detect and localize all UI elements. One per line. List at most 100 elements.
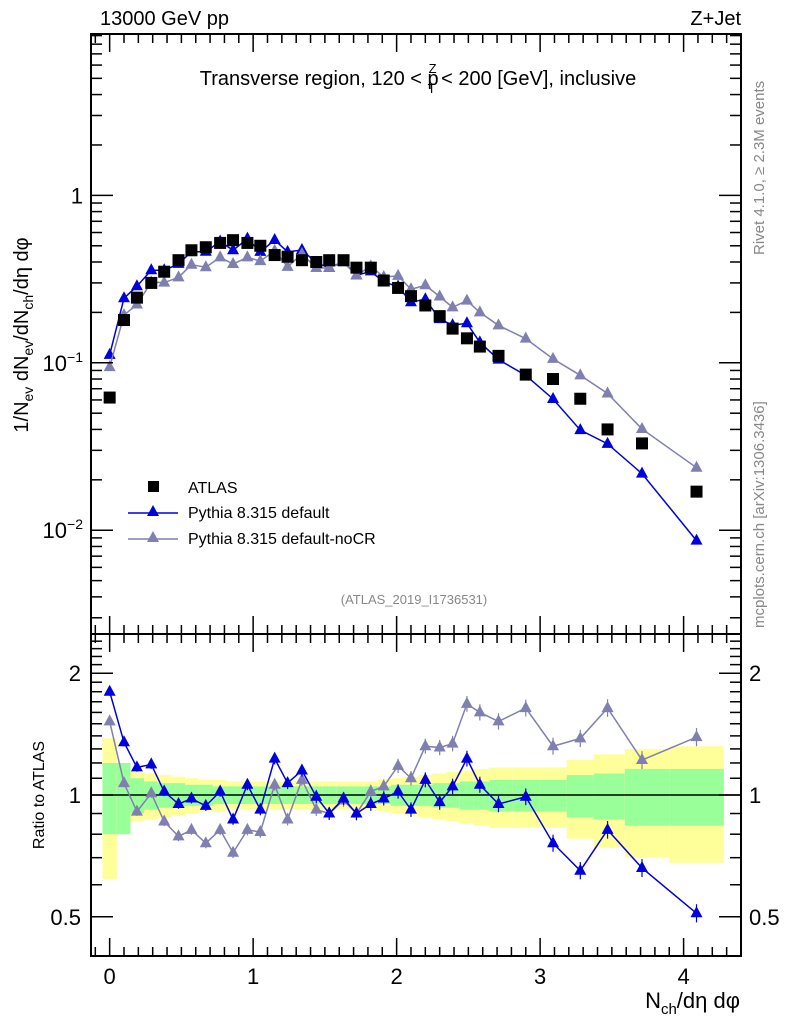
ratio-point-default xyxy=(473,777,486,789)
data-point-nocr xyxy=(419,278,432,290)
ratio-point-nocr xyxy=(310,802,323,814)
data-point-default xyxy=(130,279,143,291)
ratio-point-nocr xyxy=(158,814,171,826)
ratio-point-default xyxy=(185,791,198,803)
ratio-y-tick-label-left: 1 xyxy=(69,783,81,808)
header-energy: 13000 GeV pp xyxy=(100,8,229,30)
ratio-point-nocr xyxy=(364,784,377,796)
ratio-point-default xyxy=(323,806,336,818)
ratio-point-nocr xyxy=(172,829,185,841)
data-point-nocr xyxy=(574,368,587,380)
data-point-nocr xyxy=(690,460,703,472)
ratio-point-nocr xyxy=(690,730,703,742)
ratio-point-nocr xyxy=(460,696,473,708)
legend-marker-triangle xyxy=(147,531,159,542)
ratio-point-default xyxy=(268,751,281,763)
y-tick-label: 1 xyxy=(71,183,83,208)
data-point-nocr xyxy=(103,360,116,372)
data-point-nocr xyxy=(172,270,185,282)
ratio-point-nocr xyxy=(295,772,308,784)
legend-item-atlas: ATLAS xyxy=(148,480,238,497)
data-point-atlas xyxy=(350,261,363,274)
y-tick-label: 10−1 xyxy=(43,349,84,376)
data-point-nocr xyxy=(323,260,336,272)
data-point-atlas xyxy=(601,423,614,436)
ratio-point-default xyxy=(404,802,417,814)
ratio-point-default xyxy=(601,822,614,834)
data-point-atlas xyxy=(690,485,703,498)
ratio-point-default xyxy=(492,797,505,809)
ratio-point-nocr xyxy=(547,739,560,751)
x-tick-label: 2 xyxy=(391,964,403,989)
data-point-atlas xyxy=(172,254,185,267)
legend-marker-square xyxy=(148,481,159,492)
ratio-point-default xyxy=(214,784,227,796)
ratio-point-nocr xyxy=(519,701,532,713)
ratio-point-nocr xyxy=(145,786,158,798)
data-point-atlas xyxy=(295,254,308,267)
ratio-point-default xyxy=(460,751,473,763)
ratio-point-default xyxy=(295,763,308,775)
ratio-y-axis-label: Ratio to ATLAS xyxy=(31,741,48,849)
data-point-nocr xyxy=(185,257,198,269)
ratio-point-default xyxy=(118,735,131,747)
data-point-nocr xyxy=(492,318,505,330)
legend-marker-triangle xyxy=(147,505,159,516)
legend: ATLAS Pythia 8.315 default Pythia 8.315 … xyxy=(128,480,376,548)
ratio-point-default xyxy=(281,776,294,788)
ratio-point-nocr xyxy=(433,740,446,752)
ratio-point-default xyxy=(337,791,350,803)
ratio-point-nocr xyxy=(281,812,294,824)
data-point-atlas xyxy=(433,310,446,323)
data-point-default xyxy=(118,291,131,303)
data-point-default xyxy=(145,263,158,275)
x-tick-label: 1 xyxy=(247,964,259,989)
data-point-default xyxy=(227,243,240,255)
data-point-nocr xyxy=(158,275,171,287)
data-point-atlas xyxy=(323,254,336,267)
analysis-id-annotation: (ATLAS_2019_I1736531) xyxy=(341,592,487,607)
data-point-nocr xyxy=(199,260,212,272)
data-point-atlas xyxy=(364,261,377,274)
data-point-default xyxy=(690,533,703,545)
ratio-point-default xyxy=(574,863,587,875)
ratio-point-nocr xyxy=(377,779,390,791)
band-inner xyxy=(593,773,625,820)
ratio-point-default xyxy=(172,797,185,809)
ratio-y-tick-label-left: 0.5 xyxy=(50,905,81,930)
data-point-atlas xyxy=(214,236,227,249)
data-point-atlas xyxy=(473,340,486,353)
data-point-atlas xyxy=(392,281,405,294)
ratio-point-default xyxy=(377,791,390,803)
data-point-atlas xyxy=(492,349,505,362)
ratio-y-tick-label-right: 2 xyxy=(749,661,761,686)
ratio-point-nocr xyxy=(241,822,254,834)
ratio-point-default xyxy=(547,836,560,848)
data-point-atlas xyxy=(145,276,158,289)
legend-label-nocr: Pythia 8.315 default-noCR xyxy=(188,531,376,548)
legend-label-atlas: ATLAS xyxy=(188,480,238,497)
ratio-point-default xyxy=(419,772,432,784)
ratio-point-default xyxy=(310,789,323,801)
ratio-point-default xyxy=(446,779,459,791)
data-point-nocr xyxy=(547,351,560,363)
ratio-point-nocr xyxy=(268,777,281,789)
data-point-atlas xyxy=(337,254,350,267)
main-title: Transverse region, 120 < pZ T < 200 [GeV]… xyxy=(200,61,636,96)
data-point-atlas xyxy=(158,265,171,278)
header-process: Z+Jet xyxy=(690,8,741,30)
data-point-atlas xyxy=(227,234,240,247)
ratio-point-nocr xyxy=(185,822,198,834)
ratio-point-nocr xyxy=(199,836,212,848)
data-point-default xyxy=(460,316,473,328)
data-point-atlas xyxy=(254,239,267,252)
data-point-default xyxy=(574,423,587,435)
data-point-nocr xyxy=(519,331,532,343)
main-data-layer xyxy=(103,231,703,545)
data-point-atlas xyxy=(635,437,648,450)
data-point-atlas xyxy=(419,299,432,312)
ratio-point-default xyxy=(519,789,532,801)
ratio-point-nocr xyxy=(214,822,227,834)
ratio-point-nocr xyxy=(130,804,143,816)
